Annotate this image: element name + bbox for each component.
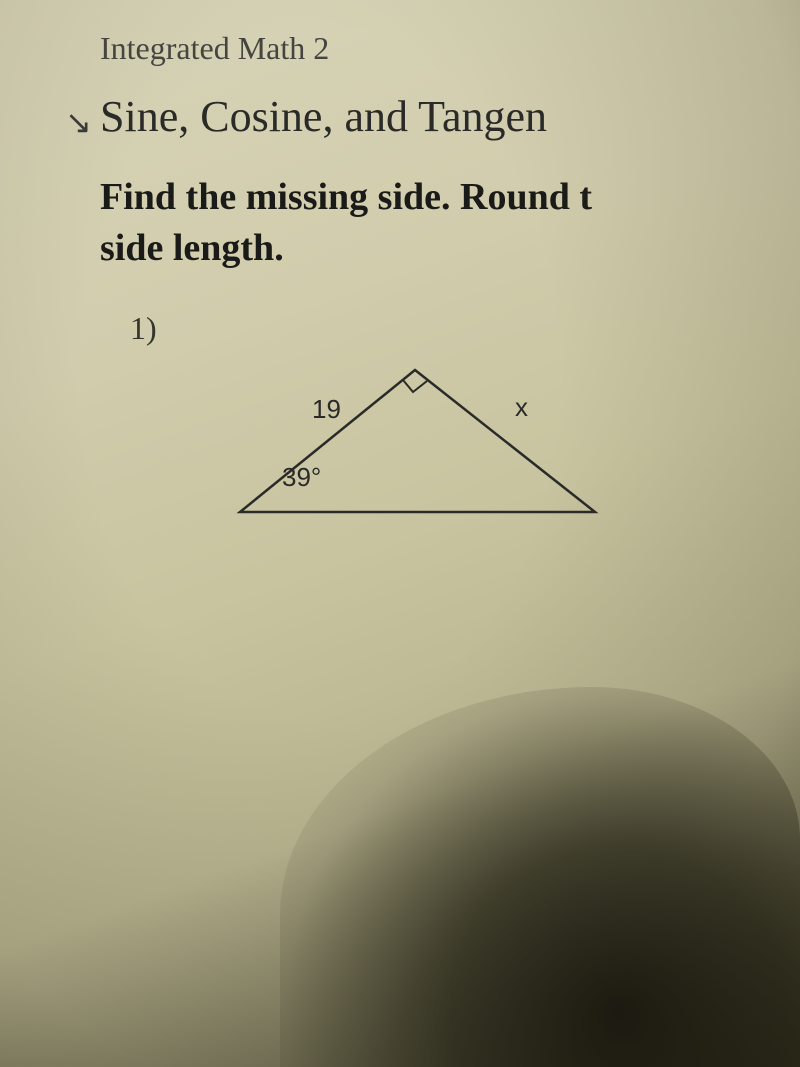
side-label-x: x [515, 392, 528, 423]
side-label-19: 19 [312, 394, 341, 425]
triangle-diagram: 19 x 39° [220, 352, 640, 552]
worksheet-page: Integrated Math 2 ↘ Sine, Cosine, and Ta… [0, 0, 800, 552]
course-header: Integrated Math 2 [100, 30, 800, 67]
bullet-arrow-icon: ↘ [65, 103, 92, 141]
problem-number: 1) [130, 310, 800, 347]
instruction-text: Find the missing side. Round t side leng… [100, 172, 800, 275]
triangle-svg [220, 352, 640, 552]
instruction-line-1: Find the missing side. Round t [100, 176, 592, 218]
instruction-line-2: side length. [100, 227, 284, 269]
right-angle-marker [403, 380, 427, 392]
topic-title: Sine, Cosine, and Tangen [100, 91, 800, 142]
angle-label-39: 39° [282, 462, 321, 493]
hand-shadow [280, 687, 800, 1067]
topic-wrapper: ↘ Sine, Cosine, and Tangen [100, 91, 800, 142]
